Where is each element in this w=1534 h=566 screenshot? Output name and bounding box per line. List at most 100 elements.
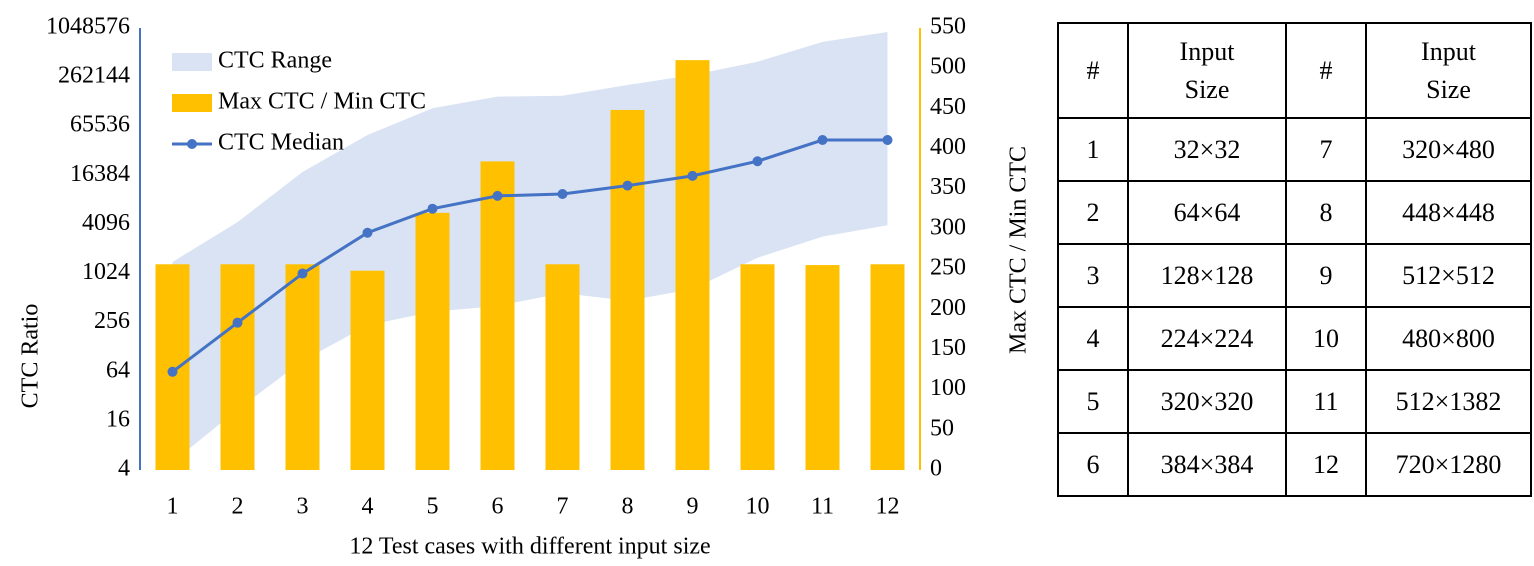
legend-swatch bbox=[172, 53, 212, 71]
x-tick-label: 12 bbox=[876, 494, 900, 520]
y2-tick-label: 0 bbox=[930, 456, 942, 482]
x-tick-label: 2 bbox=[232, 494, 244, 520]
x-tick-label: 10 bbox=[746, 494, 770, 520]
median-line bbox=[171, 138, 888, 373]
y2-tick-label: 500 bbox=[930, 54, 966, 80]
median-point bbox=[232, 317, 243, 328]
y-tick-label: 16384 bbox=[70, 161, 130, 187]
table-row: 3 128×128 9 512×512 bbox=[1057, 243, 1532, 308]
bar bbox=[545, 264, 580, 470]
y2-tick-label: 250 bbox=[930, 255, 966, 281]
y2-tick-label: 100 bbox=[930, 375, 966, 401]
table-cell: 10 bbox=[1285, 306, 1367, 371]
y2-tick-label: 550 bbox=[930, 14, 966, 40]
table-cell: 3 bbox=[1057, 243, 1129, 308]
x-tick-label: 7 bbox=[557, 494, 569, 520]
header-cell: # bbox=[1057, 22, 1129, 119]
legend-label: Max CTC / Min CTC bbox=[218, 89, 426, 115]
chart: CTC Ratio Max CTC / Min CTC 12 Test case… bbox=[18, 14, 1032, 560]
bar bbox=[415, 212, 450, 470]
bar bbox=[220, 264, 255, 470]
legend-label: CTC Range bbox=[218, 48, 332, 74]
x-axis-title: 12 Test cases with different input size bbox=[349, 534, 710, 560]
bar bbox=[610, 109, 645, 470]
y2-tick-label: 450 bbox=[930, 94, 966, 120]
y-axis-title: CTC Ratio bbox=[18, 304, 44, 409]
header-text: Input Size bbox=[1179, 36, 1235, 104]
legend-swatch bbox=[187, 139, 197, 149]
median-point bbox=[492, 190, 503, 201]
table-cell: 480×800 bbox=[1365, 306, 1532, 371]
x-tick-label: 8 bbox=[622, 494, 634, 520]
bar bbox=[285, 264, 320, 470]
size-table: # Input Size # Input Size 1 32×32 7 320×480… bbox=[1057, 22, 1532, 497]
legend-swatch bbox=[172, 94, 212, 112]
table-cell: 128×128 bbox=[1127, 243, 1287, 308]
median-point bbox=[167, 366, 178, 377]
table-cell: 720×1280 bbox=[1365, 432, 1532, 497]
table-cell: 7 bbox=[1285, 117, 1367, 182]
x-tick-label: 4 bbox=[362, 494, 374, 520]
median-point bbox=[817, 135, 828, 146]
table-cell: 11 bbox=[1285, 369, 1367, 434]
x-tick-label: 11 bbox=[811, 494, 834, 520]
table-cell: 512×1382 bbox=[1365, 369, 1532, 434]
y-tick-label: 4096 bbox=[82, 210, 130, 236]
y-tick-label: 256 bbox=[94, 308, 130, 334]
y2-tick-label: 200 bbox=[930, 295, 966, 321]
table-row: 6 384×384 12 720×1280 bbox=[1057, 432, 1532, 497]
y-tick-label: 262144 bbox=[58, 63, 130, 89]
header-row: # Input Size # Input Size bbox=[1057, 22, 1532, 119]
median-point bbox=[622, 180, 633, 191]
y2-tick-label: 50 bbox=[930, 415, 954, 441]
bar bbox=[480, 161, 515, 471]
bar bbox=[350, 270, 385, 470]
table-cell: 1 bbox=[1057, 117, 1129, 182]
x-tick-label: 5 bbox=[427, 494, 439, 520]
y-tick-label: 65536 bbox=[70, 112, 130, 138]
table-cell: 4 bbox=[1057, 306, 1129, 371]
y2-tick-label: 300 bbox=[930, 214, 966, 240]
table-cell: 320×480 bbox=[1365, 117, 1532, 182]
y-tick-label: 1048576 bbox=[46, 14, 130, 40]
table-cell: 64×64 bbox=[1127, 180, 1287, 245]
legend-label: CTC Median bbox=[218, 130, 344, 156]
median-point bbox=[427, 203, 438, 214]
median-point bbox=[557, 188, 568, 199]
table-row: 5 320×320 11 512×1382 bbox=[1057, 369, 1532, 434]
table-cell: 512×512 bbox=[1365, 243, 1532, 308]
median-point bbox=[687, 170, 698, 181]
table-row: 1 32×32 7 320×480 bbox=[1057, 117, 1532, 182]
median-point bbox=[752, 156, 763, 167]
y2-tick-label: 400 bbox=[930, 134, 966, 160]
y2-tick-label: 350 bbox=[930, 174, 966, 200]
table-cell: 6 bbox=[1057, 432, 1129, 497]
table-row: 4 224×224 10 480×800 bbox=[1057, 306, 1532, 371]
table-cell: 2 bbox=[1057, 180, 1129, 245]
x-tick-label: 3 bbox=[297, 494, 309, 520]
y-tick-label: 4 bbox=[118, 456, 130, 482]
header-cell: Input Size bbox=[1127, 22, 1287, 119]
plot bbox=[155, 32, 905, 471]
table-cell: 448×448 bbox=[1365, 180, 1532, 245]
table-cell: 32×32 bbox=[1127, 117, 1287, 182]
header-text: Input Size bbox=[1421, 36, 1476, 104]
y2-tick-label: 150 bbox=[930, 335, 966, 361]
y2-axis-title: Max CTC / Min CTC bbox=[1006, 146, 1032, 354]
bar bbox=[805, 265, 840, 470]
table-row: 2 64×64 8 448×448 bbox=[1057, 180, 1532, 245]
header-cell: Input Size bbox=[1365, 22, 1532, 119]
median-point bbox=[882, 135, 893, 146]
header-cell: # bbox=[1285, 22, 1367, 119]
bar bbox=[740, 264, 775, 470]
bar bbox=[675, 60, 710, 471]
median-point bbox=[362, 227, 373, 238]
table-cell: 384×384 bbox=[1127, 432, 1287, 497]
table-cell: 8 bbox=[1285, 180, 1367, 245]
table-cell: 320×320 bbox=[1127, 369, 1287, 434]
y-tick-label: 64 bbox=[106, 357, 130, 383]
y-tick-label: 1024 bbox=[82, 259, 130, 285]
y-tick-label: 16 bbox=[106, 406, 130, 432]
median-point bbox=[297, 268, 308, 279]
